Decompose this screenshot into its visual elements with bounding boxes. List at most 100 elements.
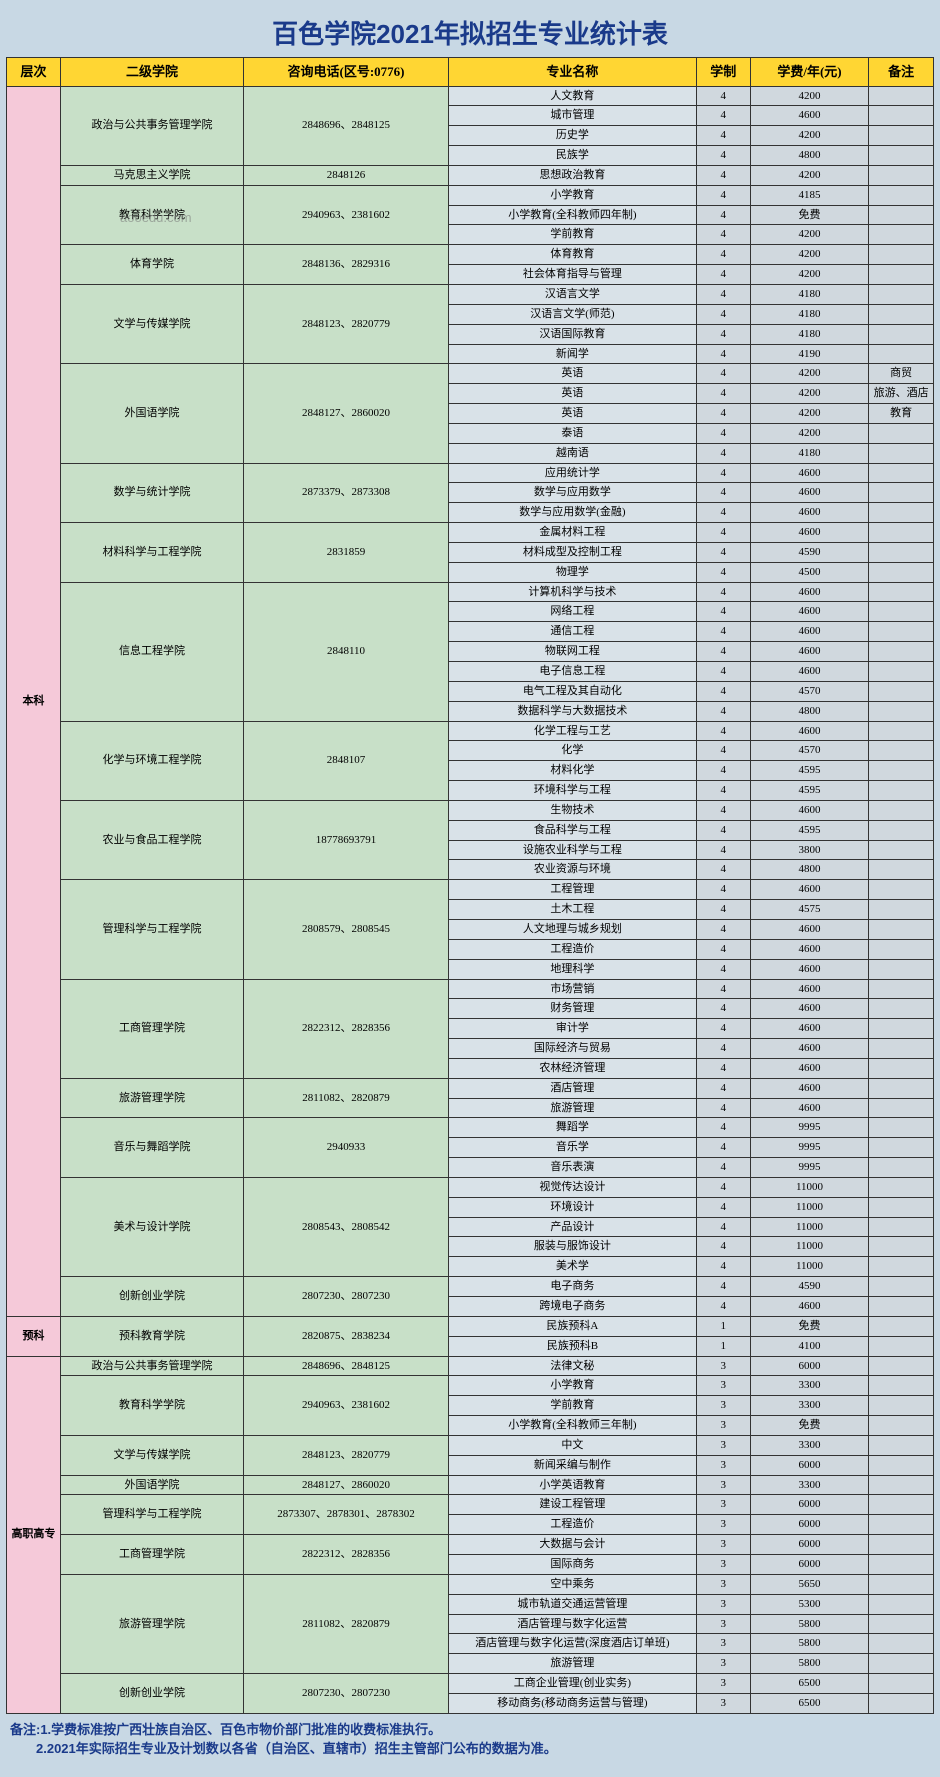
duration-cell: 4	[696, 1019, 750, 1039]
duration-cell: 4	[696, 225, 750, 245]
fee-cell: 4600	[750, 622, 869, 642]
note-cell	[869, 1158, 934, 1178]
major-cell: 小学英语教育	[448, 1475, 696, 1495]
duration-cell: 4	[696, 523, 750, 543]
note-cell	[869, 1535, 934, 1555]
major-cell: 服装与服饰设计	[448, 1237, 696, 1257]
footnote-2: 2.2021年实际招生专业及计划数以各省（自治区、直辖市）招生主管部门公布的数据…	[10, 1739, 930, 1759]
major-cell: 市场营销	[448, 979, 696, 999]
duration-cell: 3	[696, 1535, 750, 1555]
major-cell: 体育教育	[448, 245, 696, 265]
fee-cell: 11000	[750, 1217, 869, 1237]
major-cell: 环境设计	[448, 1197, 696, 1217]
college-cell: 体育学院	[60, 245, 243, 285]
major-cell: 建设工程管理	[448, 1495, 696, 1515]
duration-cell: 3	[696, 1693, 750, 1713]
duration-cell: 4	[696, 205, 750, 225]
major-cell: 越南语	[448, 443, 696, 463]
duration-cell: 4	[696, 900, 750, 920]
fee-cell: 3300	[750, 1435, 869, 1455]
fee-cell: 3300	[750, 1376, 869, 1396]
footnotes: 备注:1.学费标准按广西壮族自治区、百色市物价部门批准的收费标准执行。 2.20…	[6, 1714, 934, 1771]
duration-cell: 4	[696, 1217, 750, 1237]
fee-cell: 4600	[750, 1297, 869, 1317]
fee-cell: 免费	[750, 1416, 869, 1436]
note-cell	[869, 503, 934, 523]
major-cell: 新闻学	[448, 344, 696, 364]
note-cell	[869, 1277, 934, 1297]
college-cell: 创新创业学院	[60, 1277, 243, 1317]
major-cell: 工程管理	[448, 880, 696, 900]
phone-cell: 2848126	[244, 165, 449, 185]
note-cell	[869, 662, 934, 682]
fee-cell: 4600	[750, 959, 869, 979]
major-cell: 小学教育(全科教师四年制)	[448, 205, 696, 225]
major-cell: 酒店管理	[448, 1078, 696, 1098]
fee-cell: 4600	[750, 503, 869, 523]
duration-cell: 3	[696, 1654, 750, 1674]
major-cell: 生物技术	[448, 800, 696, 820]
duration-cell: 3	[696, 1435, 750, 1455]
duration-cell: 4	[696, 1118, 750, 1138]
table-row: 工商管理学院2822312、2828356大数据与会计36000	[7, 1535, 934, 1555]
table-row: 农业与食品工程学院18778693791生物技术44600	[7, 800, 934, 820]
fee-cell: 6000	[750, 1535, 869, 1555]
note-cell	[869, 1495, 934, 1515]
college-cell: 创新创业学院	[60, 1674, 243, 1714]
duration-cell: 4	[696, 126, 750, 146]
note-cell	[869, 939, 934, 959]
note-cell	[869, 1475, 934, 1495]
fee-cell: 11000	[750, 1257, 869, 1277]
duration-cell: 4	[696, 602, 750, 622]
college-cell: 农业与食品工程学院	[60, 800, 243, 879]
note-cell	[869, 1297, 934, 1317]
note-cell	[869, 1098, 934, 1118]
duration-cell: 4	[696, 284, 750, 304]
col-header-3: 专业名称	[448, 58, 696, 87]
college-cell: 信息工程学院	[60, 582, 243, 721]
note-cell	[869, 602, 934, 622]
major-cell: 社会体育指导与管理	[448, 265, 696, 285]
duration-cell: 4	[696, 1138, 750, 1158]
duration-cell: 3	[696, 1495, 750, 1515]
fee-cell: 6500	[750, 1674, 869, 1694]
phone-cell: 2820875、2838234	[244, 1316, 449, 1356]
major-cell: 产品设计	[448, 1217, 696, 1237]
col-header-2: 咨询电话(区号:0776)	[244, 58, 449, 87]
phone-cell: 18778693791	[244, 800, 449, 879]
duration-cell: 4	[696, 761, 750, 781]
phone-cell: 2808579、2808545	[244, 880, 449, 979]
major-cell: 大数据与会计	[448, 1535, 696, 1555]
major-cell: 环境科学与工程	[448, 781, 696, 801]
duration-cell: 4	[696, 1257, 750, 1277]
major-cell: 民族预科B	[448, 1336, 696, 1356]
phone-cell: 2848127、2860020	[244, 1475, 449, 1495]
duration-cell: 4	[696, 781, 750, 801]
fee-cell: 4200	[750, 225, 869, 245]
col-header-5: 学费/年(元)	[750, 58, 869, 87]
note-cell	[869, 1634, 934, 1654]
note-cell	[869, 1574, 934, 1594]
major-cell: 食品科学与工程	[448, 820, 696, 840]
duration-cell: 4	[696, 324, 750, 344]
fee-cell: 4100	[750, 1336, 869, 1356]
major-cell: 电子信息工程	[448, 662, 696, 682]
fee-cell: 4800	[750, 146, 869, 166]
note-cell	[869, 562, 934, 582]
table-row: 教育科学学院2940963、2381602小学教育44185	[7, 185, 934, 205]
major-cell: 数学与应用数学	[448, 483, 696, 503]
fee-cell: 4600	[750, 1058, 869, 1078]
fee-cell: 4185	[750, 185, 869, 205]
college-cell: 预科教育学院	[60, 1316, 243, 1356]
note-cell	[869, 165, 934, 185]
major-cell: 电子商务	[448, 1277, 696, 1297]
major-cell: 财务管理	[448, 999, 696, 1019]
fee-cell: 4570	[750, 681, 869, 701]
fee-cell: 4600	[750, 523, 869, 543]
note-cell	[869, 622, 934, 642]
major-cell: 材料成型及控制工程	[448, 542, 696, 562]
fee-cell: 11000	[750, 1177, 869, 1197]
note-cell	[869, 205, 934, 225]
note-cell	[869, 1177, 934, 1197]
major-cell: 数据科学与大数据技术	[448, 701, 696, 721]
